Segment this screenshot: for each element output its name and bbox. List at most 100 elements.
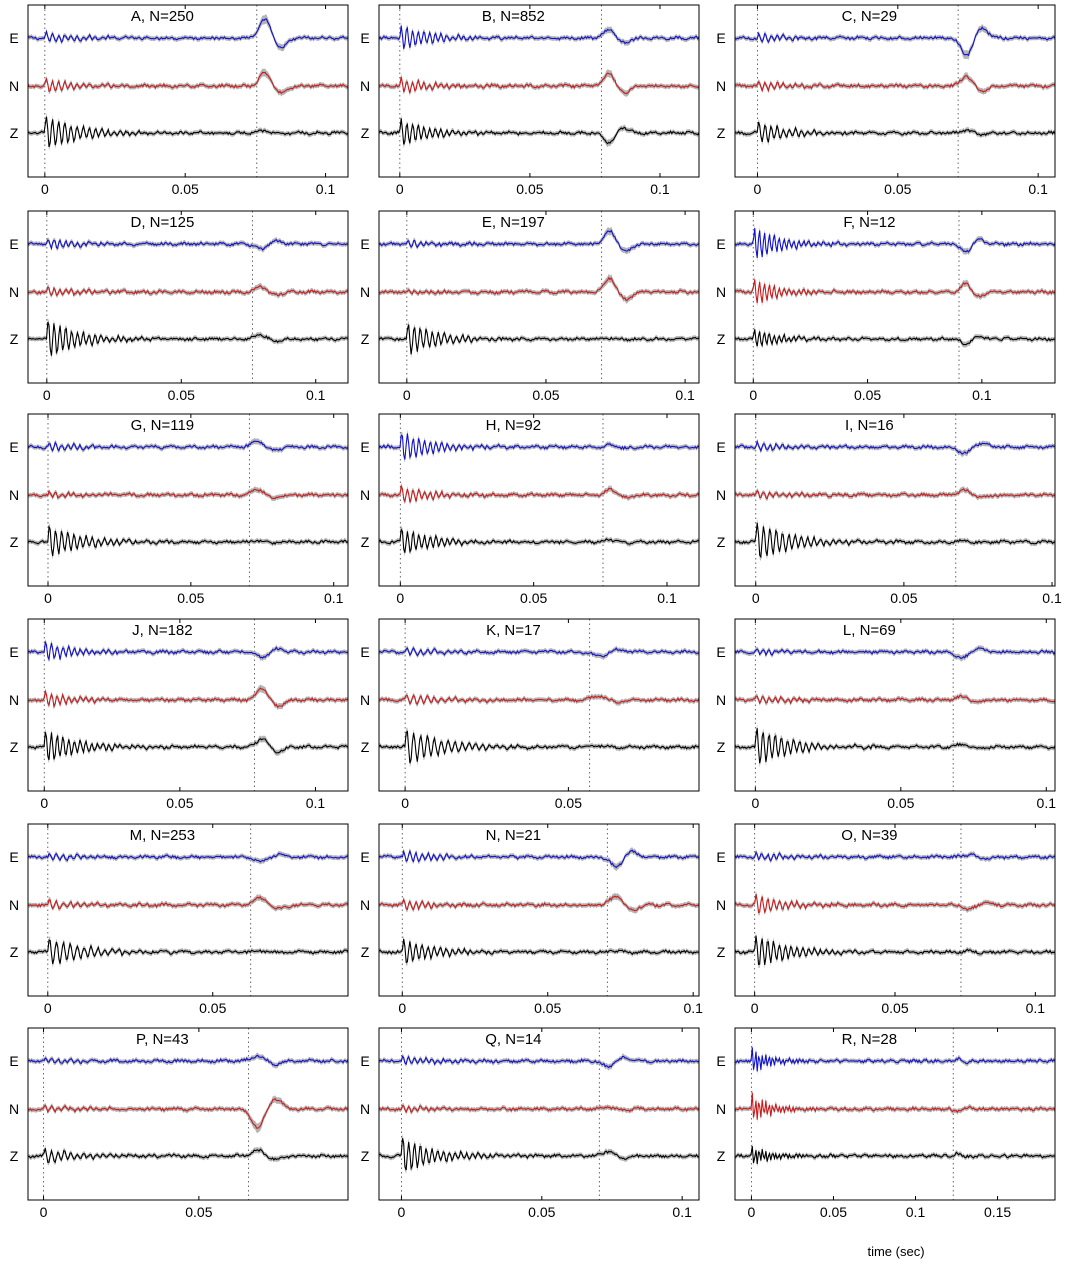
axes-box — [27, 1027, 349, 1201]
panel-N: E N Z N, N=21 0 0.05 0.1 — [360, 823, 703, 1016]
channel-label-N: N — [360, 1101, 370, 1117]
trace-E — [734, 228, 1056, 258]
x-tick-label: 0.05 — [884, 181, 911, 197]
channel-label-E: E — [716, 849, 725, 865]
x-tick-label: 0.1 — [316, 181, 336, 197]
axes-box — [734, 618, 1056, 792]
x-tick-label: 0 — [752, 590, 760, 606]
channel-label-E: E — [9, 849, 18, 865]
x-tick-label: 0 — [748, 1204, 756, 1220]
channel-label-E: E — [360, 439, 369, 455]
trace-N — [27, 1098, 349, 1129]
axes-box — [27, 413, 349, 587]
trace-N — [734, 75, 1056, 93]
trace-E — [27, 640, 349, 662]
envelope-N — [28, 486, 348, 502]
axes-box — [378, 413, 700, 587]
channel-label-N: N — [716, 897, 726, 913]
envelope-E — [379, 645, 699, 660]
x-tick-label: 0.1 — [672, 1204, 692, 1220]
panel-title: I, N=16 — [845, 417, 894, 434]
x-tick-label: 0 — [40, 795, 48, 811]
x-tick-label: 0.05 — [166, 795, 193, 811]
axes-box — [27, 823, 349, 997]
envelope-Z — [379, 320, 699, 359]
channel-label-Z: Z — [361, 739, 370, 755]
trace-Z — [378, 118, 700, 145]
trace-E — [378, 646, 700, 658]
panel-M: E N Z M, N=253 0 0.05 — [9, 823, 349, 1016]
panel-J: E N Z J, N=182 0 0.05 0.1 — [9, 618, 349, 811]
channel-label-Z: Z — [10, 331, 19, 347]
panel-D: E N Z D, N=125 0 0.05 0.1 — [9, 210, 349, 403]
x-tick-label: 0 — [44, 1000, 52, 1016]
x-tick-label: 0.05 — [185, 1204, 212, 1220]
panel-E: E N Z E, N=197 0 0.05 0.1 — [360, 210, 700, 403]
envelope-E — [735, 224, 1055, 262]
x-tick-label: 0 — [398, 1000, 406, 1016]
envelope-E — [379, 22, 699, 53]
envelope-Z — [735, 518, 1055, 561]
channel-label-N: N — [360, 897, 370, 913]
channel-label-N: N — [360, 692, 370, 708]
channel-label-Z: Z — [361, 944, 370, 960]
envelope-E — [735, 849, 1055, 864]
channel-label-Z: Z — [717, 534, 726, 550]
trace-E — [378, 25, 700, 49]
channel-label-Z: Z — [10, 1148, 19, 1164]
x-tick-label: 0.1 — [1042, 590, 1062, 606]
channel-label-E: E — [716, 644, 725, 660]
trace-Z — [378, 730, 700, 764]
channel-label-E: E — [9, 236, 18, 252]
x-tick-label: 0.05 — [172, 181, 199, 197]
trace-E — [734, 647, 1056, 660]
x-tick-label: 0.1 — [906, 1204, 926, 1220]
panel-title: K, N=17 — [486, 622, 541, 639]
x-tick-label: 0.1 — [1037, 795, 1057, 811]
trace-N — [378, 895, 700, 912]
panel-C: E N Z C, N=29 0 0.05 0.1 — [716, 4, 1056, 197]
envelope-N — [379, 69, 699, 97]
envelope-E — [379, 1053, 699, 1071]
trace-N — [379, 276, 700, 302]
panel-title: D, N=125 — [131, 214, 195, 231]
channel-label-Z: Z — [361, 534, 370, 550]
channel-label-N: N — [716, 487, 726, 503]
channel-label-N: N — [9, 897, 19, 913]
panel-title: F, N=12 — [843, 214, 895, 231]
trace-E — [27, 440, 349, 452]
channel-label-Z: Z — [10, 125, 19, 141]
panel-title: B, N=852 — [482, 8, 545, 25]
axes-box — [378, 1027, 700, 1201]
channel-label-Z: Z — [361, 331, 370, 347]
envelope-N — [379, 483, 699, 506]
panel-G: E N Z G, N=119 0 0.05 0.1 — [9, 413, 349, 606]
trace-E — [734, 850, 1056, 862]
trace-N — [378, 484, 700, 504]
panel-title: C, N=29 — [842, 8, 897, 25]
x-tick-label: 0 — [749, 387, 757, 403]
envelope-N — [735, 72, 1055, 95]
channel-label-N: N — [716, 692, 726, 708]
channel-label-Z: Z — [10, 534, 19, 550]
channel-label-Z: Z — [717, 739, 726, 755]
channel-label-Z: Z — [717, 125, 726, 141]
panel-O: E N Z O, N=39 0 0.05 0.1 — [716, 823, 1056, 1016]
channel-label-E: E — [9, 30, 18, 46]
trace-Z — [27, 524, 349, 557]
panel-H: E N Z H, N=92 0 0.05 0.1 — [360, 413, 700, 606]
channel-label-Z: Z — [717, 1148, 726, 1164]
x-tick-label: 0.05 — [890, 590, 917, 606]
channel-label-Z: Z — [10, 944, 19, 960]
x-tick-label: 0.05 — [555, 795, 582, 811]
trace-Z — [734, 935, 1056, 965]
channel-label-N: N — [9, 78, 19, 94]
channel-label-E: E — [716, 1053, 725, 1069]
channel-label-N: N — [9, 487, 19, 503]
panel-B: E N Z B, N=852 0 0.05 0.1 — [360, 4, 700, 197]
panel-title: E, N=197 — [482, 214, 545, 231]
x-tick-label: 0.1 — [683, 1000, 703, 1016]
x-tick-label: 0.05 — [177, 590, 204, 606]
x-tick-label: 0.1 — [675, 387, 695, 403]
trace-N — [27, 895, 349, 910]
